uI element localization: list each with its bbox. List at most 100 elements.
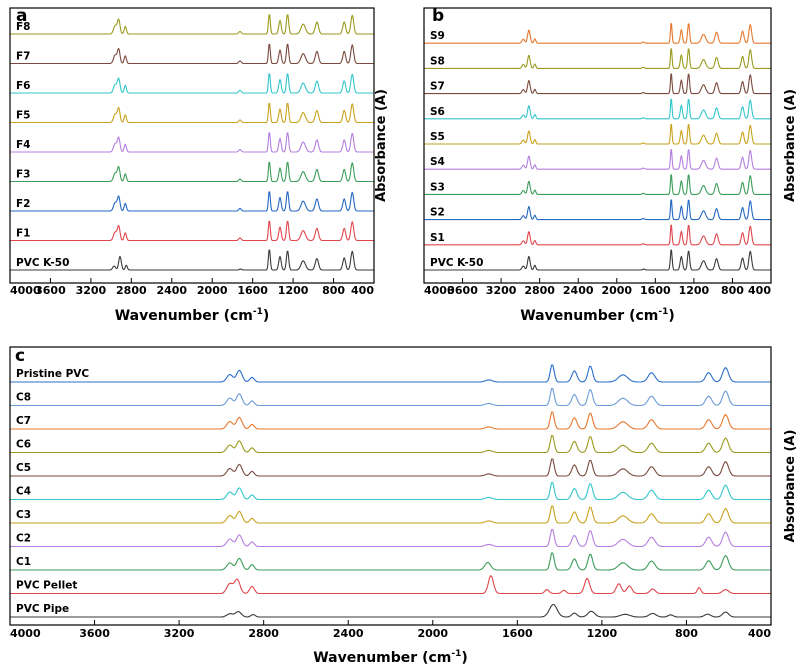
series-label: C3 xyxy=(16,509,31,521)
plot-frame xyxy=(423,7,772,284)
trace-f8 xyxy=(10,14,374,35)
series-label: S7 xyxy=(430,81,445,93)
series-label: S3 xyxy=(430,181,445,193)
x-tick-label: 3200 xyxy=(486,284,517,297)
trace-c4 xyxy=(10,481,771,501)
trace-s6 xyxy=(424,98,771,120)
x-tick-label: 1200 xyxy=(679,284,710,297)
trace-c5 xyxy=(10,458,771,477)
trace-f7 xyxy=(10,43,374,65)
series-label: S2 xyxy=(430,207,445,219)
series-label: PVC Pellet xyxy=(16,580,77,592)
series-label: F2 xyxy=(16,198,30,210)
trace-f2 xyxy=(10,191,374,212)
x-tick-label: 2000 xyxy=(601,284,632,297)
x-tick-label: 1600 xyxy=(640,284,671,297)
panel-c-label: c xyxy=(15,346,25,366)
x-tick-label: 2400 xyxy=(156,284,187,297)
series-label: C7 xyxy=(16,415,31,427)
trace-s9 xyxy=(424,23,771,44)
x-axis-label: Wavenumber (cm-1) xyxy=(313,649,468,666)
panel-b-label: b xyxy=(432,6,444,26)
trace-f1 xyxy=(10,220,374,242)
series-label: C5 xyxy=(16,462,31,474)
series-label: F7 xyxy=(16,51,30,63)
trace-f5 xyxy=(10,102,374,124)
x-tick-label: 1600 xyxy=(502,627,533,640)
panel-a-label: a xyxy=(16,6,27,26)
series-label: F5 xyxy=(16,110,30,122)
trace-s4 xyxy=(424,149,771,170)
series-label: C6 xyxy=(16,439,31,451)
trace-pvc-k-50 xyxy=(424,249,771,271)
trace-s5 xyxy=(424,123,771,145)
series-label: S4 xyxy=(430,156,445,168)
trace-c3 xyxy=(10,505,771,524)
x-tick-label: 400 xyxy=(748,627,771,640)
series-label: S5 xyxy=(430,131,445,143)
x-tick-label: 2800 xyxy=(248,627,279,640)
trace-s8 xyxy=(424,48,771,69)
x-tick-label: 2000 xyxy=(417,627,448,640)
x-tick-label: 800 xyxy=(322,284,345,297)
series-label: S9 xyxy=(430,30,445,42)
trace-s2 xyxy=(424,199,771,221)
x-tick-label: 3600 xyxy=(79,627,110,640)
trace-pvc-pipe xyxy=(10,603,771,618)
y-axis-label: Absorbance (A) xyxy=(783,430,798,543)
x-tick-label: 1200 xyxy=(278,284,309,297)
x-tick-label: 2800 xyxy=(524,284,555,297)
trace-pristine-pvc xyxy=(10,364,771,383)
y-axis-label: Absorbance (A) xyxy=(374,89,389,202)
series-label: F8 xyxy=(16,21,30,33)
series-label: C2 xyxy=(16,533,31,545)
trace-s1 xyxy=(424,224,771,246)
series-label: S8 xyxy=(430,55,445,67)
series-label: F1 xyxy=(16,228,30,240)
trace-c8 xyxy=(10,387,771,407)
y-axis-label: Absorbance (A) xyxy=(783,89,798,202)
plot-frame xyxy=(9,7,375,284)
trace-s7 xyxy=(424,73,771,95)
series-label: PVC K-50 xyxy=(430,257,483,269)
series-label: S1 xyxy=(430,232,445,244)
trace-pvc-k-50 xyxy=(10,249,374,271)
series-label: C1 xyxy=(16,556,31,568)
series-label: Pristine PVC xyxy=(16,368,89,380)
x-tick-label: 4000 xyxy=(424,284,455,297)
series-label: F6 xyxy=(16,80,30,92)
series-label: F3 xyxy=(16,169,30,181)
x-tick-label: 1200 xyxy=(587,627,618,640)
x-tick-label: 3200 xyxy=(76,284,107,297)
x-tick-label: 4000 xyxy=(10,284,41,297)
series-label: F4 xyxy=(16,139,30,151)
trace-c7 xyxy=(10,411,771,430)
series-label: PVC K-50 xyxy=(16,257,69,269)
x-axis-label: Wavenumber (cm-1) xyxy=(520,307,675,324)
trace-f6 xyxy=(10,73,374,94)
x-tick-label: 1600 xyxy=(237,284,268,297)
trace-c2 xyxy=(10,528,771,548)
x-tick-label: 2800 xyxy=(116,284,147,297)
x-tick-label: 3600 xyxy=(35,284,66,297)
x-tick-label: 3600 xyxy=(447,284,478,297)
x-axis-label: Wavenumber (cm-1) xyxy=(115,307,270,324)
x-tick-label: 2000 xyxy=(197,284,228,297)
trace-f4 xyxy=(10,132,374,153)
x-tick-label: 400 xyxy=(351,284,374,297)
trace-pvc-pellet xyxy=(10,575,771,595)
x-tick-label: 2400 xyxy=(563,284,594,297)
x-tick-label: 2400 xyxy=(333,627,364,640)
trace-c1 xyxy=(10,552,771,571)
x-tick-label: 800 xyxy=(721,284,744,297)
panel-c: c PVC Pipe PVC Pellet C1 C2 C3 C4 C5 C6 C7 C8 Pris… xyxy=(9,346,798,666)
x-tick-label: 400 xyxy=(748,284,771,297)
series-label: S6 xyxy=(430,106,445,118)
plot-frame xyxy=(9,346,772,626)
trace-f3 xyxy=(10,161,374,183)
x-tick-label: 3200 xyxy=(164,627,195,640)
x-tick-label: 4000 xyxy=(10,627,41,640)
